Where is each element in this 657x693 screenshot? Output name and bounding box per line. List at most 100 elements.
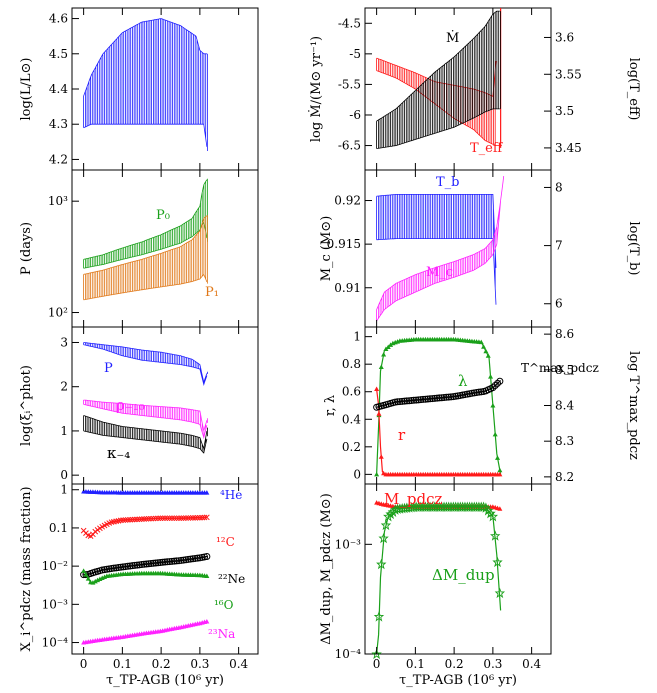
core-mass-y-tick-label: 0.91 [334,281,361,295]
abundance-1-point [124,516,131,523]
mass-loss-y-tick-label: -4.5 [338,16,361,30]
lambda-point [374,471,380,477]
abundance-1-point [159,515,166,522]
abundance-y-tick-label: 10⁻⁴ [42,636,69,650]
abundance-1-point [183,515,189,521]
abundance-3-point [92,578,98,584]
abundance-1-point [141,516,147,522]
abundance-2-point [187,555,195,563]
abundance-2-point [145,560,153,568]
dredge-ylabel: r, λ [323,395,338,416]
tmax-point [417,396,425,404]
abundance-1-point [152,515,159,522]
dredge-y-tick-label: 1 [353,330,361,344]
teff-y-tick-label: 3.5 [555,104,574,118]
tmax-point [414,396,422,404]
x-tick-label: 0.2 [152,657,171,671]
abundance-label-4: ²³Na [208,627,235,641]
abundance-1-point [180,515,187,521]
tmax-point [421,395,429,403]
tmax-point [447,393,455,401]
abundance-2-point [126,562,134,570]
x-tick-label: 0.3 [190,657,209,671]
teff-annotation: T_eff [470,141,504,156]
abundance-2-point [163,558,171,566]
mc-label: M_c [426,265,453,280]
abundance-2-point [166,558,174,566]
tmax-point [426,395,434,403]
teff-ylabel: log(T_eff) [626,58,641,121]
mass-loss-y-tick-label: -5 [349,47,361,61]
xi-kappa-series [83,415,208,454]
tmax-point [435,394,443,402]
luminosity-y-tick-label: 4.5 [49,47,68,61]
dmdup-point [490,530,501,541]
abundance-1-point [192,514,199,521]
abundance-label-1: ¹²C [216,535,235,549]
tmax-point [489,384,497,392]
abundance-2-point [142,560,150,568]
lambda-point [485,353,491,358]
p1-label: P₁ [205,285,219,300]
abundance-label-0: ⁴He [220,488,242,502]
x-tick-label: 0.1 [113,657,132,671]
abundance-label-2: ²²Ne [218,572,245,586]
tmax-point [412,396,420,404]
luminosity-series [83,18,208,151]
luminosity-y-tick-label: 4.3 [49,117,68,131]
abundance-2-point [110,564,118,572]
mdot-series [376,10,501,149]
abundance-1-point [138,516,145,522]
tmax-point [433,394,441,402]
abundance-2-point [105,565,113,573]
abundance-1-point [203,514,210,521]
abundance-1-point [197,514,203,521]
xi-rho-series [83,399,208,440]
abundance-1-point [166,515,173,522]
abundance-2-point [168,557,176,565]
tmax-point [494,379,502,387]
abundance-y-tick-label: 10⁻³ [42,597,69,611]
abundance-2-point [177,556,185,564]
tmax-point [431,394,439,402]
abundance-1-point [162,515,168,522]
abundance-y-tick-label: 10⁻² [42,559,69,573]
pdcz-panel-frame [364,483,552,655]
period-y-tick-label: 10³ [48,194,68,208]
lambda-line [376,338,502,475]
tmax-point [496,377,504,385]
abundance-2-point [156,559,164,567]
abundance-1-point [127,516,133,523]
abundance-1-point [199,514,206,521]
abundance-1-point [134,516,140,523]
mass-loss-y-tick-label: -5.5 [338,77,361,91]
xi-kappa-label: κ₋₄ [107,444,130,462]
tb-y-tick-label: 7 [555,239,563,253]
mpdcz-point [497,506,503,511]
x-axis-label-left: τ_TP-AGB (10⁶ yr) [106,673,224,688]
lambda-point [381,352,387,357]
abundance-1-point [178,515,185,522]
mc-series [376,176,505,322]
abundance-1-point [194,514,201,521]
tmax-y-tick-label: 8.4 [555,399,574,413]
abundance-2-point [82,571,90,579]
abundance-2-point [184,555,192,563]
tmax-point [475,388,483,396]
period-ylabel: P (days) [19,222,34,275]
tb-series [376,194,497,305]
tmax-point [398,397,406,405]
p1-series [83,215,208,301]
abundance-1-point [176,515,182,522]
x-tick-label: 0 [373,657,381,671]
dmdup-point [487,511,499,522]
abundance-1-point [171,515,178,522]
abundance-1-point [136,516,143,523]
lambda-point [478,339,484,345]
opacity-y-tick-label: 3 [60,335,68,349]
abundance-y-tick-label: 1 [60,483,68,497]
opacity-y-tick-label: 0 [60,468,68,482]
tmax-y-tick-label: 8.3 [555,434,574,448]
pdcz-y-tick-label: 10⁻³ [335,537,362,551]
